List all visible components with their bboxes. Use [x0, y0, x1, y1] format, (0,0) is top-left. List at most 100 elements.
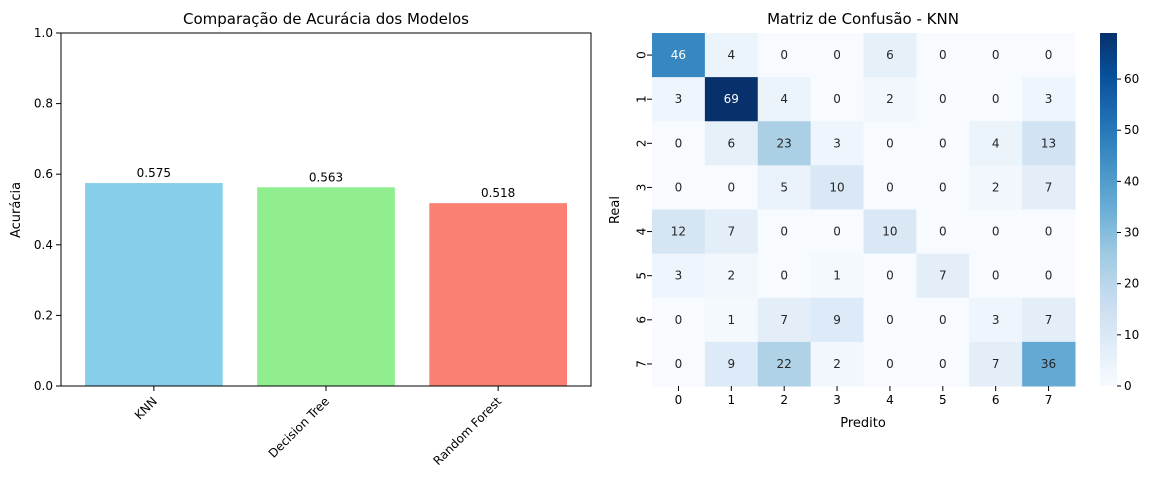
heatmap-cell-value: 0 [675, 357, 683, 371]
heatmap-cell-value: 0 [780, 48, 788, 62]
heatmap-cell-value: 0 [992, 225, 1000, 239]
heatmap-x-tick-label: 1 [727, 393, 735, 407]
bar-chart-y-axis-label: Acurácia [9, 182, 24, 238]
heatmap-cell-value: 4 [727, 48, 735, 62]
heatmap-y-tick-label: 6 [635, 316, 649, 324]
heatmap-cell [969, 165, 1023, 210]
bar-y-tick-label: 0.2 [34, 308, 53, 322]
bar-y-tick-label: 1.0 [34, 26, 53, 40]
bar-y-tick-label: 0.0 [34, 379, 53, 393]
heatmap-cell [810, 209, 864, 255]
heatmap-cell-value: 69 [724, 92, 739, 106]
heatmap-cell [1022, 77, 1076, 122]
accuracy-bar-chart: Comparação de Acurácia dos Modelos Acurá… [9, 10, 592, 468]
heatmap-cell-value: 3 [675, 269, 683, 283]
heatmap-cell [704, 165, 759, 210]
heatmap-cell-value: 2 [727, 269, 735, 283]
heatmap-cell [810, 33, 864, 78]
heatmap-title: Matriz de Confusão - KNN [767, 10, 959, 28]
bar-y-tick-label: 0.4 [34, 238, 53, 252]
colorbar-tick-label: 30 [1124, 226, 1139, 240]
heatmap-cell-value: 4 [780, 92, 788, 106]
heatmap-cell [652, 121, 706, 166]
heatmap-cell-value: 2 [992, 180, 1000, 194]
heatmap-y-ticks: 0 1 2 3 4 5 6 7 [635, 51, 652, 368]
heatmap-cell [652, 253, 706, 299]
heatmap-cell-value: 13 [1041, 136, 1056, 150]
heatmap-x-tick-label: 6 [992, 393, 1000, 407]
heatmap-cell [810, 297, 864, 343]
heatmap-cell [704, 297, 759, 343]
heatmap-cell-value: 6 [727, 136, 735, 150]
heatmap-cell [916, 253, 970, 299]
heatmap-cell [757, 121, 812, 166]
heatmap-cell-value: 0 [886, 136, 894, 150]
heatmap-cell [652, 77, 706, 122]
heatmap-cell [757, 253, 812, 299]
heatmap-cell-value: 0 [939, 225, 947, 239]
bar-x-tick-label: Decision Tree [266, 394, 332, 460]
heatmap-cell-value: 3 [992, 313, 1000, 327]
heatmap-cell [916, 121, 970, 166]
heatmap-cell-value: 0 [1045, 269, 1053, 283]
heatmap-y-tick-label: 4 [635, 228, 649, 236]
heatmap-cell-value: 0 [939, 313, 947, 327]
heatmap-cell [652, 33, 706, 78]
heatmap-y-axis-label: Real [608, 196, 623, 224]
heatmap-cell [704, 253, 759, 299]
heatmap-cell [757, 341, 812, 387]
heatmap-x-tick-label: 0 [675, 393, 683, 407]
heatmap-cell-value: 23 [777, 136, 792, 150]
heatmap-cell [704, 33, 759, 78]
heatmap-cell-value: 0 [886, 269, 894, 283]
heatmap-cell [916, 297, 970, 343]
bar-value-label: 0.563 [309, 170, 343, 184]
heatmap-cell-value: 7 [1045, 180, 1053, 194]
heatmap-cell-value: 2 [886, 92, 894, 106]
heatmap-cell-value: 10 [882, 225, 897, 239]
heatmap-cell-value: 0 [1045, 48, 1053, 62]
confusion-matrix-heatmap: Matriz de Confusão - KNN 46 4 0 0 6 0 0 03 69 4 0 2… [608, 10, 1139, 431]
heatmap-cell [969, 77, 1023, 122]
heatmap-y-tick-label: 5 [635, 272, 649, 280]
heatmap-cell [704, 209, 759, 255]
heatmap-x-tick-label: 2 [780, 393, 788, 407]
heatmap-cell [1022, 209, 1076, 255]
bar-value-label: 0.518 [481, 186, 515, 200]
bar-chart-x-ticks: KNN Decision Tree Random Forest [132, 386, 504, 468]
heatmap-cell-value: 0 [833, 48, 841, 62]
heatmap-cell-value: 0 [886, 357, 894, 371]
heatmap-cell [757, 165, 812, 210]
heatmap-cell [810, 341, 864, 387]
heatmap-cell-value: 1 [727, 313, 735, 327]
heatmap-cell-value: 22 [777, 357, 792, 371]
heatmap-cell-value: 5 [780, 180, 788, 194]
heatmap-y-tick-label: 2 [635, 139, 649, 147]
heatmap-cells: 46 4 0 0 6 0 0 03 69 4 0 2 0 0 30 6 23 3 0 0 4 130 0 5 10 0 0 2 712 7… [652, 33, 1076, 387]
heatmap-cell-value: 0 [675, 136, 683, 150]
colorbar-tick-label: 60 [1124, 72, 1139, 86]
heatmap-cell-value: 0 [939, 92, 947, 106]
heatmap-cell-value: 0 [939, 180, 947, 194]
heatmap-cell [652, 165, 706, 210]
heatmap-cell [969, 33, 1023, 78]
heatmap-cell [704, 341, 759, 387]
bar-knn [85, 183, 223, 386]
heatmap-cell-value: 46 [671, 48, 686, 62]
heatmap-cell-value: 3 [1045, 92, 1053, 106]
heatmap-cell-value: 3 [675, 92, 683, 106]
heatmap-cell-value: 0 [1045, 225, 1053, 239]
bar-chart-frame [60, 32, 592, 387]
heatmap-cell [1022, 253, 1076, 299]
colorbar-tick-label: 40 [1124, 174, 1139, 188]
heatmap-cell-value: 0 [939, 357, 947, 371]
heatmap-cell-value: 7 [992, 357, 1000, 371]
heatmap-cell-value: 0 [886, 313, 894, 327]
heatmap-cell-value: 0 [780, 269, 788, 283]
bar-y-tick-label: 0.6 [34, 167, 53, 181]
heatmap-x-tick-label: 7 [1045, 393, 1053, 407]
heatmap-cell-value: 0 [992, 48, 1000, 62]
heatmap-cell-value: 0 [727, 180, 735, 194]
heatmap-cell [1022, 121, 1076, 166]
heatmap-cell-value: 9 [727, 357, 735, 371]
